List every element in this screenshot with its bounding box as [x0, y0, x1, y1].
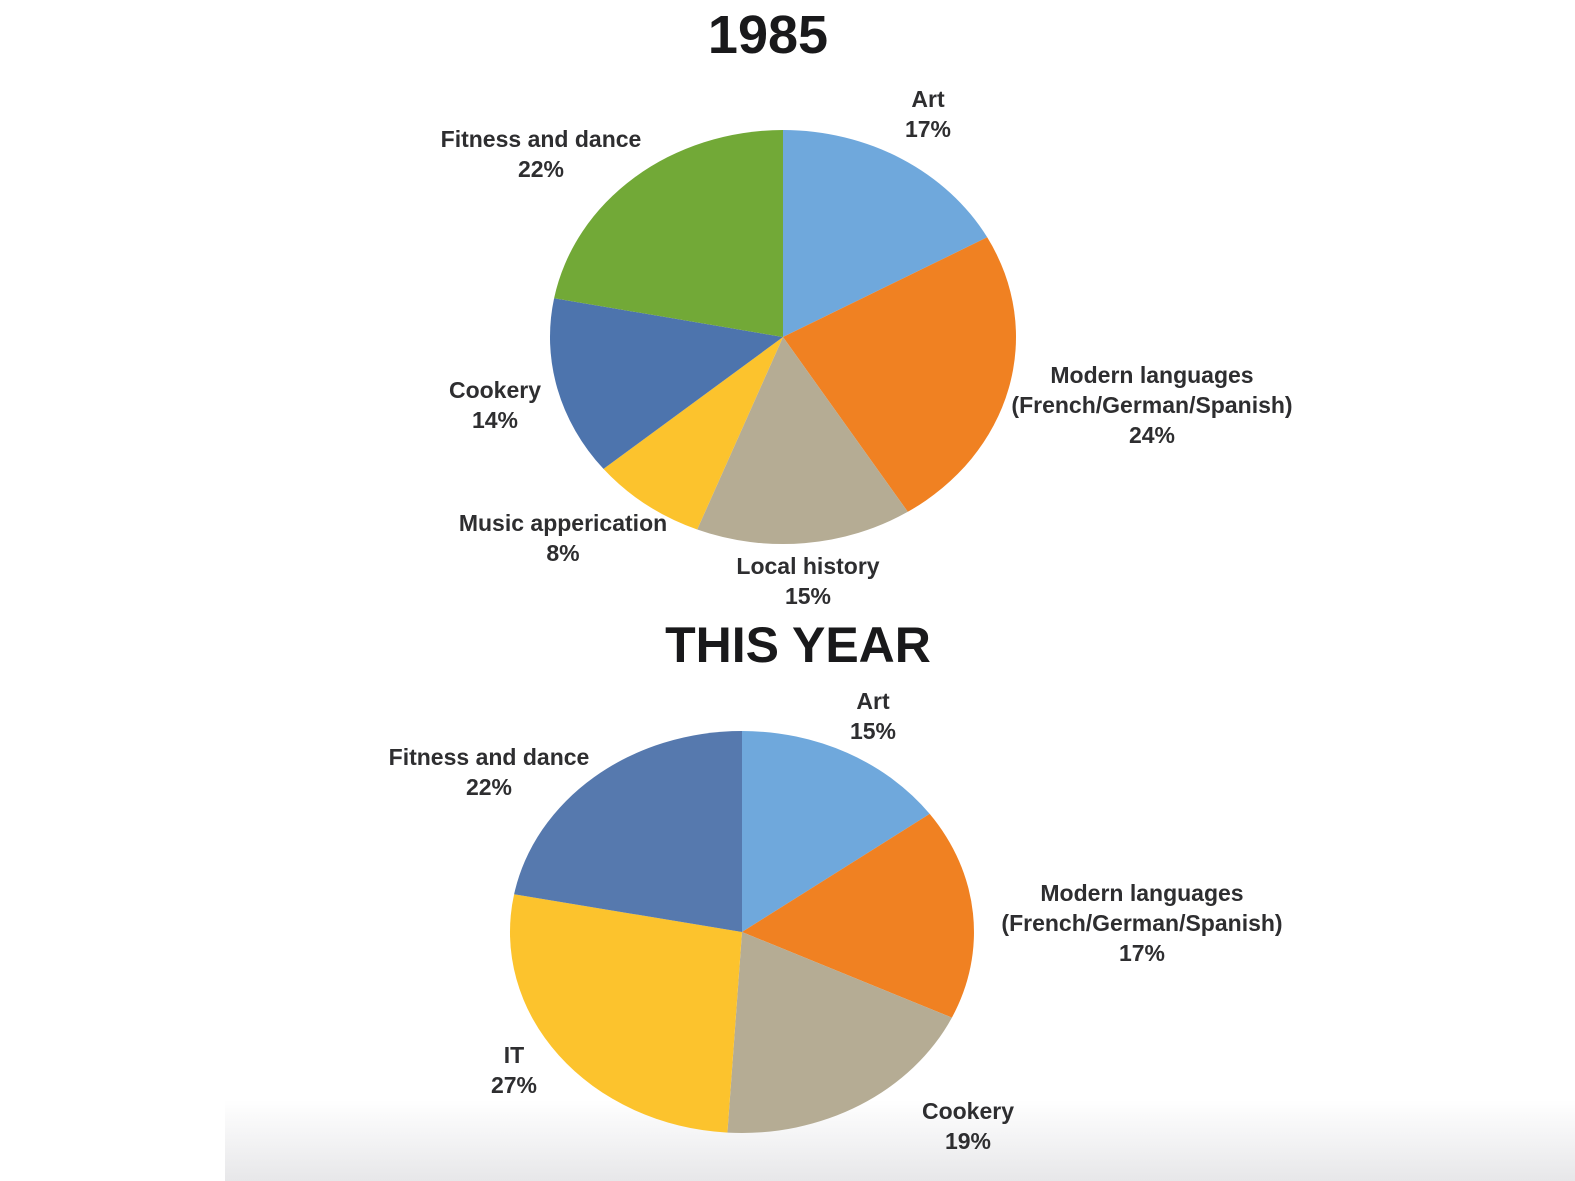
slice-label-line: Art — [911, 86, 945, 112]
pie-title-1985: 1985 — [707, 5, 829, 65]
pie-0-slice-modern-languages — [783, 237, 1017, 512]
pie-1-label-cookery: Cookery 19% — [922, 1096, 1014, 1156]
slice-label-line: 22% — [465, 774, 513, 800]
slice-label-line: 15% — [784, 583, 832, 609]
slice-label-line: Fitness and dance — [440, 126, 642, 152]
pie-0-label-art: Art 17% — [905, 84, 951, 144]
pie-1-label-modern-languages: Modern languages (French/German/Spanish) 1… — [1001, 878, 1282, 968]
slice-label-line: 15% — [849, 718, 897, 744]
pie-0-slice-local-history — [697, 337, 908, 545]
pie-0-label-cookery: Cookery 14% — [449, 375, 541, 435]
pie-0-slice-cookery — [549, 298, 783, 469]
slice-label-line: 17% — [1118, 940, 1166, 966]
pie-0-label-music-apperication: Music apperication 8% — [459, 508, 667, 568]
page-bottom-gradient — [225, 1100, 1575, 1181]
slice-label-line: IT — [503, 1042, 525, 1068]
slice-label-line: (French/German/Spanish) — [1011, 392, 1293, 418]
slice-label-line: Fitness and dance — [388, 744, 590, 770]
slice-label-line: Art — [856, 688, 890, 714]
slice-label-line: Local history — [736, 553, 880, 579]
pie-1-slice-art — [742, 731, 930, 932]
pie-1-label-art: Art 15% — [850, 686, 896, 746]
slice-label-line: Modern languages — [1050, 362, 1254, 388]
slice-label-line: Cookery — [921, 1098, 1015, 1124]
slice-label-line: 8% — [546, 540, 580, 566]
pie-1-slice-it — [509, 894, 742, 1133]
slice-label-line: Music apperication — [458, 510, 668, 536]
pie-1-slice-fitness-and-dance — [514, 731, 742, 932]
slice-label-line: (French/German/Spanish) — [1001, 910, 1283, 936]
pie-0-slice-music-apperication — [603, 337, 783, 530]
pie-title-this-year: THIS YEAR — [665, 617, 931, 673]
slice-label-line: 24% — [1128, 422, 1176, 448]
pie-1-label-fitness-and-dance: Fitness and dance 22% — [389, 742, 590, 802]
pie-0-slice-fitness-and-dance — [554, 129, 783, 337]
pie-0-label-fitness-and-dance: Fitness and dance 22% — [441, 124, 642, 184]
pie-1-slice-cookery — [727, 932, 952, 1133]
slice-label-line: 19% — [944, 1128, 992, 1154]
pie-0-label-local-history: Local history 15% — [736, 551, 879, 611]
slice-label-line: 27% — [490, 1072, 538, 1098]
pie-1-label-it: IT 27% — [491, 1040, 537, 1100]
slice-label-line: 22% — [517, 156, 565, 182]
pie-0-slice-art — [783, 130, 988, 337]
slice-label-line: Modern languages — [1040, 880, 1244, 906]
slice-label-line: 14% — [471, 407, 519, 433]
pie-1-slice-modern-languages — [742, 813, 974, 1018]
slice-label-line: Cookery — [448, 377, 542, 403]
slice-label-line: 17% — [904, 116, 952, 142]
pie-0-label-modern-languages: Modern languages (French/German/Spanish) 2… — [1011, 360, 1292, 450]
